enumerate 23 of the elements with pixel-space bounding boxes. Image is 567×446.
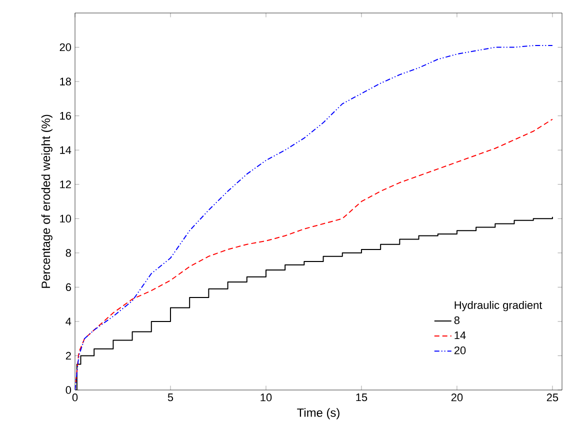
- y-tick-label: 8: [66, 249, 71, 257]
- x-tick-label: 25: [546, 394, 558, 402]
- y-tick-label: 12: [60, 180, 71, 188]
- legend-label: 14: [454, 332, 466, 340]
- y-tick-label: 4: [66, 318, 72, 326]
- y-tick-label: 2: [66, 352, 71, 360]
- legend-title: Hydraulic gradient: [454, 300, 542, 312]
- legend-label: 20: [454, 346, 466, 354]
- legend-label: 8: [454, 316, 460, 324]
- x-axis-title: Time (s): [297, 408, 340, 420]
- y-tick-label: 18: [60, 78, 71, 86]
- y-axis-title: Percentage of eroded weight (%): [41, 114, 52, 288]
- x-tick-label: 5: [168, 394, 174, 402]
- y-tick-label: 0: [66, 386, 72, 394]
- x-tick-label: 15: [356, 394, 368, 402]
- y-tick-label: 6: [66, 283, 71, 292]
- x-tick-label: 10: [260, 394, 272, 402]
- y-tick-label: 10: [60, 214, 72, 223]
- x-tick-label: 20: [451, 394, 463, 402]
- y-tick-label: 16: [60, 112, 71, 120]
- y-tick-label: 14: [60, 146, 72, 154]
- x-tick-label: 0: [72, 394, 78, 402]
- y-tick-label: 20: [60, 43, 72, 52]
